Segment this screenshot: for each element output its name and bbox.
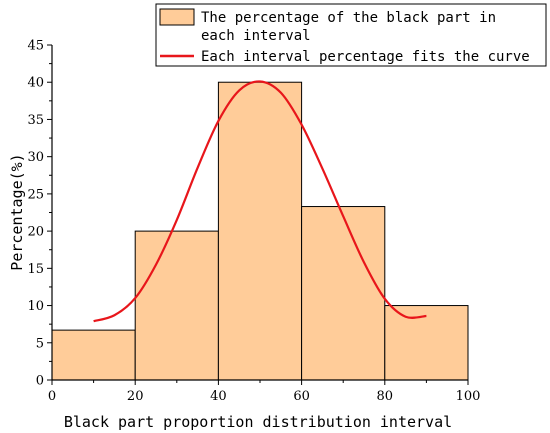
legend: The percentage of the black part in each… bbox=[155, 3, 547, 67]
x-axis-title: Black part proportion distribution inter… bbox=[64, 413, 452, 431]
y-tick-label: 25 bbox=[27, 187, 44, 202]
y-tick-label: 35 bbox=[27, 113, 44, 128]
x-tick-label: 0 bbox=[48, 389, 56, 404]
legend-bar-label-line1: The percentage of the black part in bbox=[201, 10, 496, 26]
y-tick-label: 0 bbox=[36, 374, 44, 389]
x-tick-label: 40 bbox=[210, 389, 227, 404]
histogram-bar bbox=[134, 230, 219, 381]
y-tick-label: 20 bbox=[27, 225, 44, 240]
y-tick-label: 40 bbox=[27, 76, 44, 91]
x-tick-label: 100 bbox=[456, 389, 481, 404]
legend-curve-label: Each interval percentage fits the curve bbox=[201, 49, 530, 65]
x-tick-label: 80 bbox=[377, 389, 394, 404]
y-tick-label: 10 bbox=[27, 299, 44, 314]
y-axis-title: Percentage(%) bbox=[8, 153, 26, 270]
fit-curve-line bbox=[93, 80, 427, 323]
y-tick-label: 45 bbox=[27, 39, 44, 54]
bars-group bbox=[51, 81, 469, 381]
histogram-bar bbox=[301, 206, 386, 381]
legend-bar-swatch bbox=[159, 8, 195, 26]
histogram-bar bbox=[51, 329, 136, 381]
legend-box bbox=[155, 3, 547, 67]
histogram-bar bbox=[384, 305, 469, 381]
legend-bar-label-line2: each interval bbox=[201, 28, 311, 44]
x-ticks: 0 20 40 60 80 100 bbox=[48, 380, 481, 404]
y-tick-label: 30 bbox=[27, 150, 44, 165]
y-tick-label: 15 bbox=[27, 262, 44, 277]
y-tick-label: 5 bbox=[36, 336, 44, 351]
x-tick-label: 20 bbox=[127, 389, 144, 404]
y-ticks: 0 5 10 15 20 25 30 35 40 45 bbox=[27, 39, 52, 389]
x-tick-label: 60 bbox=[293, 389, 310, 404]
histogram-bar bbox=[217, 81, 303, 381]
